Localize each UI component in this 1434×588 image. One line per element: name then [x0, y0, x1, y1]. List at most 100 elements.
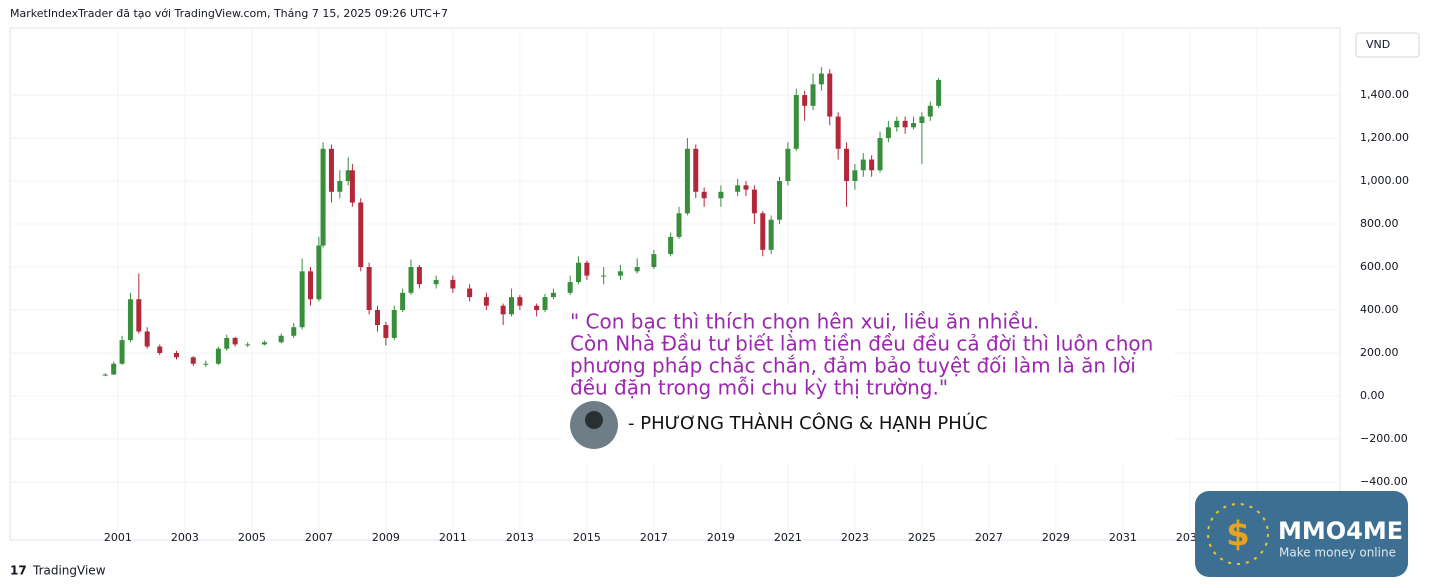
currency-badge: [1355, 32, 1420, 58]
quote-line: đều đặn trong mỗi chu kỳ thị trường.": [570, 376, 948, 400]
candle-body: [500, 305, 506, 315]
candle-body: [651, 254, 657, 268]
quote-line: " Con bạc thì thích chọn hên xui, liều ă…: [570, 310, 1039, 334]
candle-body: [358, 202, 364, 268]
candle-body: [894, 120, 900, 128]
candle-body: [203, 363, 209, 365]
candle-body: [835, 116, 841, 149]
candle-body: [936, 80, 942, 106]
candle-body: [261, 342, 267, 345]
candle-body: [224, 337, 230, 349]
x-tick-label: 2013: [506, 531, 534, 544]
y-tick-label: −400.00: [1360, 475, 1408, 488]
candle-body: [190, 357, 196, 364]
candle-body: [320, 148, 326, 246]
candle-body: [860, 159, 866, 171]
x-tick-label: 2001: [104, 531, 132, 544]
candle-body: [735, 185, 741, 192]
candle-body: [416, 267, 422, 285]
candle-body: [349, 170, 355, 203]
x-tick-label: 2007: [305, 531, 333, 544]
candle-body: [810, 84, 816, 106]
candle-body: [245, 344, 251, 346]
candle-body: [701, 191, 707, 199]
candle-body: [383, 325, 389, 338]
candle-body: [902, 120, 908, 128]
header: MarketIndexTrader đã tạo với TradingView…: [10, 7, 448, 20]
candle-body: [668, 236, 674, 255]
candle-body: [676, 213, 682, 237]
candle-body: [534, 305, 540, 311]
x-tick-label: 2023: [841, 531, 869, 544]
tv-icon: 17: [10, 564, 27, 578]
candle-body: [743, 185, 749, 190]
y-tick-label: 1,200.00: [1360, 131, 1409, 144]
logo-tagline: Make money online: [1279, 546, 1396, 560]
candle-body: [408, 267, 414, 293]
candle-body: [844, 148, 850, 182]
candle-body: [634, 267, 640, 272]
candle-body: [127, 299, 133, 341]
candle-body: [450, 279, 456, 289]
candle-body: [232, 337, 238, 345]
candle-body: [308, 271, 314, 300]
candle-body: [818, 73, 824, 85]
y-tick-label: 0.00: [1360, 389, 1385, 402]
candle-body: [144, 331, 150, 347]
candle-body: [291, 327, 297, 336]
candle-body: [542, 297, 548, 311]
candle-body: [157, 346, 163, 353]
candle-body: [877, 138, 883, 171]
candle-body: [433, 279, 439, 285]
candle-body: [119, 340, 125, 364]
candle-body: [337, 181, 343, 192]
x-tick-label: 2027: [975, 531, 1003, 544]
candle-body: [400, 292, 406, 311]
candle-body: [299, 271, 305, 328]
candle-body: [517, 297, 523, 306]
x-tick-label: 2025: [908, 531, 936, 544]
candle-body: [567, 282, 573, 293]
x-tick-label: 2031: [1109, 531, 1137, 544]
y-tick-label: 1,000.00: [1360, 174, 1409, 187]
candle-body: [328, 148, 334, 192]
candle-body: [785, 148, 791, 182]
candle-body: [111, 363, 117, 375]
quote-line: phương pháp chắc chắn, đảm bảo tuyệt đối…: [570, 354, 1136, 378]
candle-body: [550, 292, 556, 298]
candle-body: [483, 297, 489, 306]
candle-body: [927, 105, 933, 117]
candle-body: [509, 297, 515, 315]
author: - PHƯƠNG THÀNH CÔNG & HẠNH PHÚC: [628, 412, 988, 434]
y-tick-label: 800.00: [1360, 217, 1399, 230]
y-tick-label: 200.00: [1360, 346, 1399, 359]
x-tick-label: 2017: [640, 531, 668, 544]
y-tick-label: 600.00: [1360, 260, 1399, 273]
candle-body: [919, 116, 925, 124]
x-tick-label: 2019: [707, 531, 735, 544]
x-tick-label: 2009: [372, 531, 400, 544]
candle-body: [375, 310, 381, 326]
plot-frame: [9, 27, 1341, 541]
candle-body: [136, 299, 142, 332]
y-tick-label: −200.00: [1360, 432, 1408, 445]
candle-body: [684, 148, 690, 214]
candle-body: [869, 159, 875, 171]
candle-body: [777, 181, 783, 220]
candle-body: [617, 271, 623, 276]
logo-ring: [1207, 503, 1269, 565]
candle-body: [793, 95, 799, 149]
candle-body: [601, 275, 607, 277]
logo-icon: $: [1226, 515, 1250, 555]
candle-body: [102, 374, 108, 376]
candle-body: [576, 262, 582, 283]
candle-body: [827, 73, 833, 117]
candle-body: [760, 213, 766, 250]
x-tick-label: 2011: [439, 531, 467, 544]
candle-body: [768, 219, 774, 250]
x-tick-label: 2005: [238, 531, 266, 544]
avatar-face: [585, 411, 603, 429]
candle-body: [316, 245, 322, 300]
